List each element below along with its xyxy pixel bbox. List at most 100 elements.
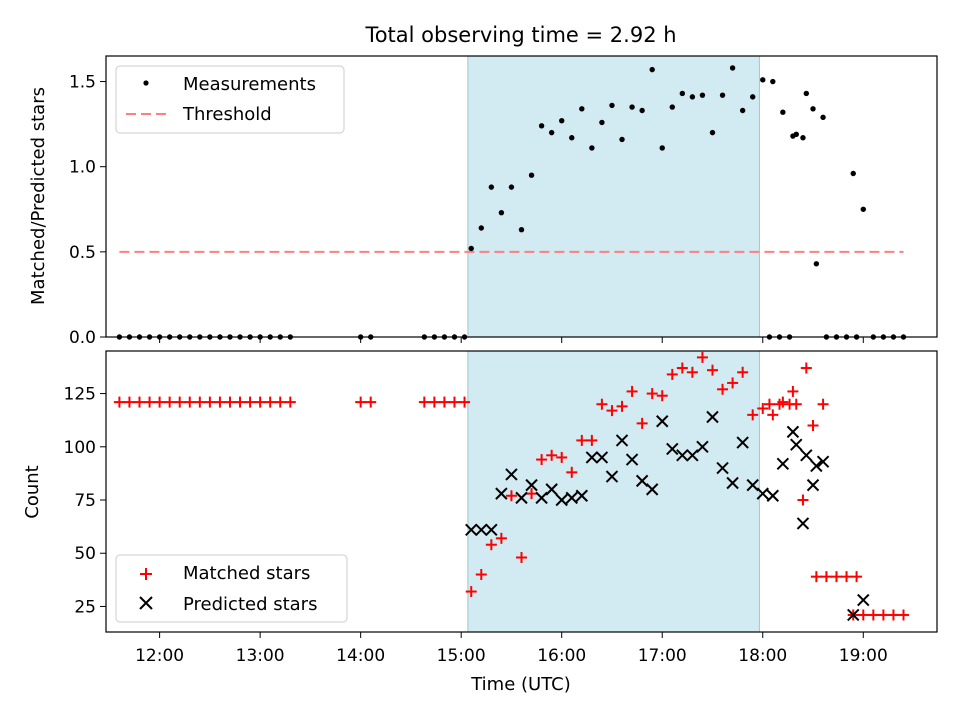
y-tick-label: 50 <box>74 544 96 564</box>
bottom-y-axis-label: Count <box>22 465 43 518</box>
matched-star-point <box>113 396 125 408</box>
predicted-star-point <box>615 434 629 447</box>
measurement-point <box>599 119 605 126</box>
measurement-point <box>669 104 675 110</box>
predicted-star-point <box>696 440 709 454</box>
y-tick-label: 125 <box>64 385 96 405</box>
predicted-star-point <box>535 491 548 505</box>
predicted-star-point <box>515 491 528 505</box>
matched-star-point <box>536 454 548 466</box>
predicted-star-point <box>595 451 609 464</box>
matched-star-point <box>767 409 779 421</box>
predicted-star-point <box>796 517 810 530</box>
measurement-point <box>559 118 565 124</box>
measurement-point <box>589 145 595 151</box>
measurements-legend-label: Measurements <box>183 74 316 95</box>
matched-star-point <box>830 571 842 583</box>
matched-star-point <box>790 398 802 410</box>
matched-star-point <box>897 609 909 621</box>
matched-star-point <box>586 434 598 446</box>
predicted-star-point <box>816 455 830 468</box>
matched-star-point <box>717 383 729 395</box>
measurement-point <box>488 184 495 190</box>
predicted-star-point <box>790 438 803 451</box>
predicted-star-point <box>505 468 518 481</box>
measurement-point <box>569 135 575 141</box>
measurement-point <box>803 90 810 97</box>
measurement-point <box>609 102 615 109</box>
matched-star-point <box>214 396 226 408</box>
x-axis-label: Time (UTC) <box>470 674 571 695</box>
predicted-star-point <box>746 478 759 492</box>
measurement-point <box>770 78 776 85</box>
measurement-point <box>649 66 655 73</box>
predicted-star-point <box>545 483 558 496</box>
matched-stars-legend-label: Matched stars <box>183 563 310 584</box>
predicted-star-point <box>485 523 498 537</box>
matched-star-point <box>737 366 749 378</box>
matched-star-point <box>747 409 759 421</box>
matched-star-point <box>365 396 377 408</box>
matched-star-point <box>800 362 812 374</box>
predicted-star-point <box>635 474 649 488</box>
matched-star-point <box>817 398 829 410</box>
matched-star-point <box>123 396 135 408</box>
matched-star-point <box>505 490 517 502</box>
matched-star-point <box>459 396 471 408</box>
chart-title: Total observing time = 2.92 h <box>364 23 676 47</box>
predicted-star-point <box>686 449 699 462</box>
matched-star-point <box>144 396 156 408</box>
measurement-point <box>860 206 866 212</box>
matched-star-point <box>264 396 276 408</box>
y-tick-label: 25 <box>74 597 96 617</box>
matched-star-point <box>807 420 819 432</box>
matched-star-point <box>820 571 832 583</box>
matched-star-point <box>851 571 863 583</box>
matched-star-point <box>877 609 889 621</box>
matched-star-point <box>234 396 246 408</box>
top-panel: 0.0 0.5 1.0 1.5 Matched/Predicted stars Mea… <box>28 55 938 348</box>
matched-star-point <box>596 398 608 410</box>
top-x-tick-marks <box>159 337 864 343</box>
measurement-point <box>709 129 716 136</box>
measurement-point <box>719 92 726 98</box>
measurement-point <box>528 172 535 178</box>
predicted-star-point <box>676 449 689 462</box>
top-shaded-interval <box>467 55 760 338</box>
matched-star-point <box>284 396 296 408</box>
matched-star-point <box>774 398 786 410</box>
measurement-point <box>518 227 525 233</box>
top-legend: Measurements Threshold <box>115 65 345 134</box>
matched-star-point <box>134 396 146 408</box>
matched-star-point <box>810 571 822 583</box>
measurement-point <box>538 123 545 129</box>
matched-star-point <box>274 396 286 408</box>
predicted-stars-legend-marker <box>139 596 153 610</box>
predicted-star-point <box>786 425 800 439</box>
matched-star-point <box>857 609 869 621</box>
y-tick-label: 100 <box>64 438 96 458</box>
count-points <box>113 351 909 622</box>
matched-star-point <box>438 396 450 408</box>
predicted-star-point <box>495 487 508 500</box>
matched-star-point <box>887 609 899 621</box>
matched-star-point <box>485 539 497 551</box>
measurement-point <box>619 136 625 143</box>
matched-star-point <box>164 396 176 408</box>
measurement-point <box>679 90 686 97</box>
predicted-star-point <box>857 593 870 607</box>
predicted-star-point <box>706 410 719 424</box>
x-tick-label: 17:00 <box>638 646 687 666</box>
matched-star-point <box>616 400 628 412</box>
x-tick-label: 13:00 <box>236 646 285 666</box>
measurement-point <box>739 107 746 114</box>
matched-star-point <box>696 351 708 363</box>
measurement-point <box>793 131 799 138</box>
matched-star-point <box>465 586 477 598</box>
matched-star-point <box>686 366 698 378</box>
measurement-point <box>820 114 826 121</box>
matched-star-point <box>244 396 256 408</box>
matched-star-point <box>428 396 440 408</box>
matched-star-point <box>666 368 678 380</box>
x-tick-label: 15:00 <box>437 646 486 666</box>
